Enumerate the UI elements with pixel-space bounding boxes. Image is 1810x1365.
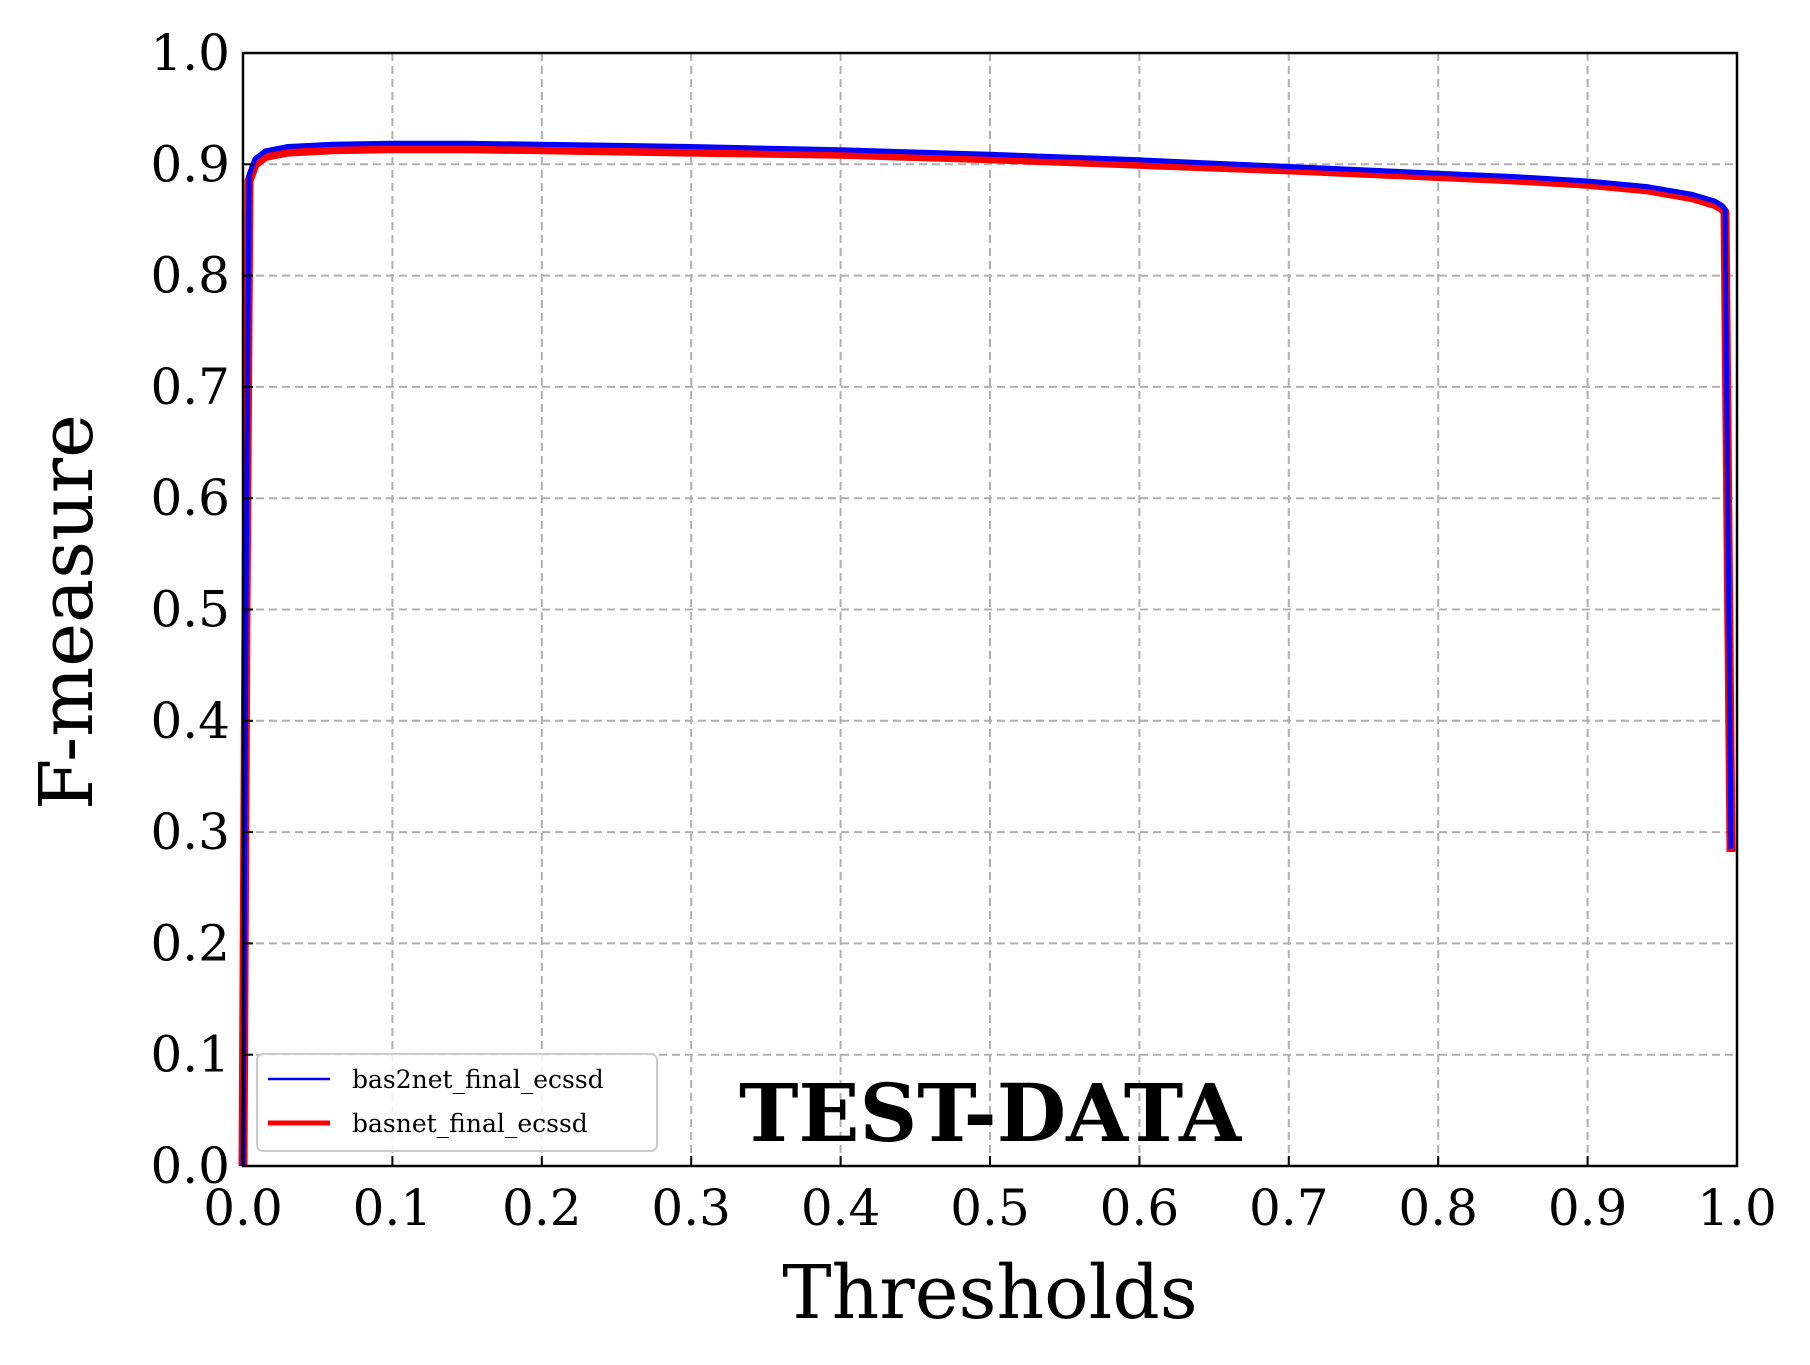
legend-label-bas2net: bas2net_final_ecssd xyxy=(352,1065,604,1094)
x-tick-label: 0.2 xyxy=(502,1179,582,1237)
y-tick-label: 0.2 xyxy=(150,914,230,972)
y-tick-label: 0.6 xyxy=(150,469,230,527)
y-tick-label: 0.3 xyxy=(150,803,230,861)
x-tick-label: 0.1 xyxy=(353,1179,433,1237)
chart-annotation: TEST-DATA xyxy=(739,1066,1242,1160)
y-tick-label: 0.5 xyxy=(150,581,230,639)
x-tick-label: 0.7 xyxy=(1249,1179,1329,1237)
y-tick-label: 0.7 xyxy=(150,358,230,416)
series-line-basnet-final-ecssd xyxy=(238,144,1736,1167)
y-tick-label: 0.1 xyxy=(150,1026,230,1084)
x-tick-label: 0.6 xyxy=(1100,1179,1180,1237)
x-axis-label: Thresholds xyxy=(782,1250,1197,1336)
y-tick-label: 0.8 xyxy=(150,247,230,305)
x-tick-label: 1.0 xyxy=(1697,1179,1777,1237)
y-tick-labels: 0.0 0.1 0.2 0.3 0.4 0.5 0.6 0.7 0.8 0.9 1.0 xyxy=(150,24,230,1195)
x-tick-label: 0.5 xyxy=(950,1179,1030,1237)
x-tick-label: 0.0 xyxy=(203,1179,283,1237)
legend: bas2net_final_ecssd basnet_final_ecssd xyxy=(256,1053,658,1152)
x-tick-label: 0.9 xyxy=(1548,1179,1628,1237)
x-tick-labels: 0.0 0.1 0.2 0.3 0.4 0.5 0.6 0.7 0.8 0.9 1.0 xyxy=(203,1179,1777,1237)
y-axis-label: F-measure xyxy=(24,414,110,810)
y-tick-label: 0.4 xyxy=(150,692,230,750)
x-tick-label: 0.8 xyxy=(1398,1179,1478,1237)
series-line-bas2net-final-ecssd xyxy=(240,140,1734,1167)
legend-box xyxy=(256,1053,658,1152)
grid xyxy=(242,52,1738,1167)
legend-label-basnet: basnet_final_ecssd xyxy=(352,1109,588,1138)
ticks xyxy=(242,52,1738,1167)
x-tick-label: 0.3 xyxy=(651,1179,731,1237)
y-tick-label: 0.9 xyxy=(150,135,230,193)
y-tick-label: 1.0 xyxy=(150,24,230,82)
series-layer xyxy=(238,140,1736,1167)
x-tick-label: 0.4 xyxy=(801,1179,881,1237)
y-tick-label: 0.0 xyxy=(150,1137,230,1195)
